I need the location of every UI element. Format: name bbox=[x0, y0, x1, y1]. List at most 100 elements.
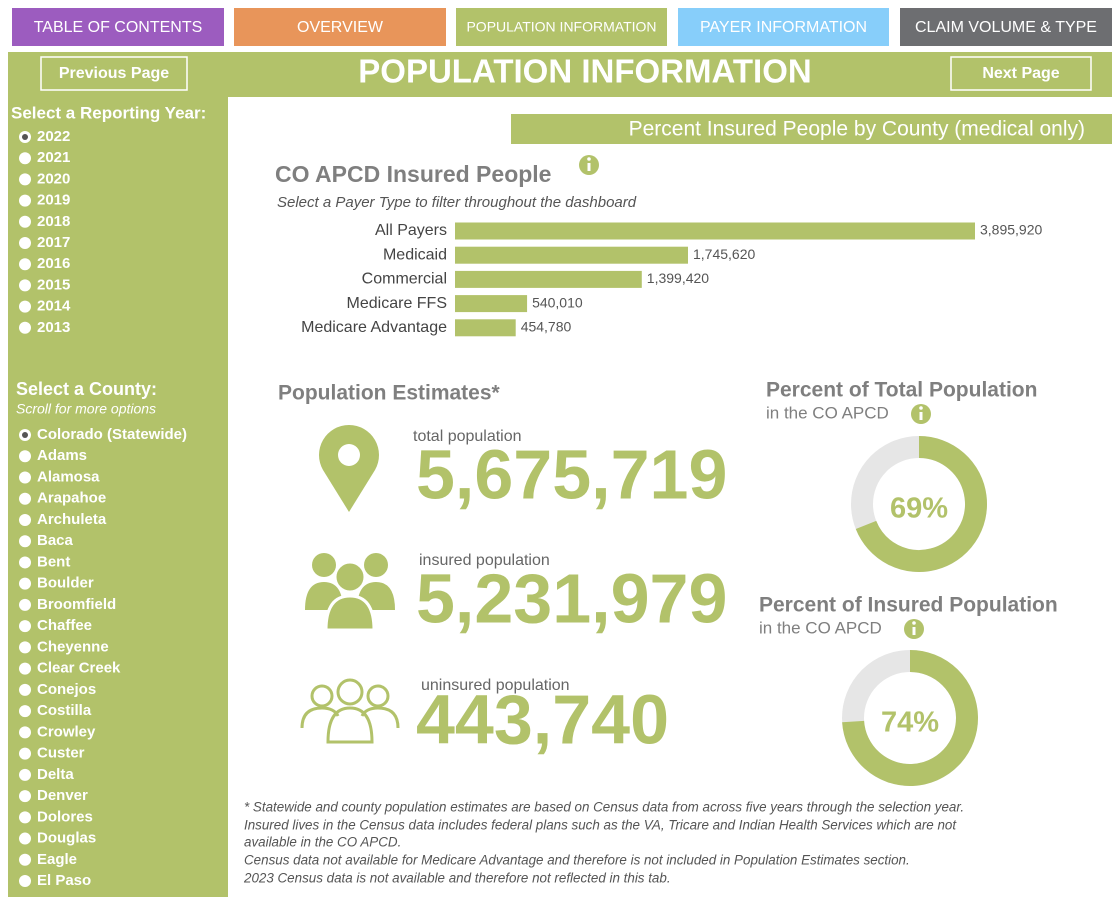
bar[interactable] bbox=[455, 270, 642, 288]
estimates-title: Population Estimates* bbox=[278, 382, 501, 405]
bar-label[interactable]: Medicare FFS bbox=[347, 295, 447, 312]
bar[interactable] bbox=[455, 246, 688, 264]
donut-subtitle: in the CO APCD bbox=[759, 618, 882, 637]
nav-tab[interactable] bbox=[900, 8, 1112, 46]
next-label: Next Page bbox=[982, 65, 1059, 82]
value-label: 1,399,420 bbox=[647, 270, 709, 286]
radio-label: 2014 bbox=[37, 298, 71, 315]
radio-label: Adams bbox=[37, 447, 87, 464]
bar-label[interactable]: Medicaid bbox=[383, 246, 447, 263]
radio[interactable] bbox=[19, 258, 31, 271]
value-label: 3,895,920 bbox=[980, 222, 1042, 238]
value-label: 1,745,620 bbox=[693, 246, 755, 262]
radio-label: Baca bbox=[37, 532, 74, 549]
radio-label: 2021 bbox=[37, 149, 70, 166]
radio[interactable] bbox=[19, 152, 31, 165]
nav-tab[interactable] bbox=[12, 8, 224, 46]
estimate-label: total population bbox=[413, 428, 522, 445]
radio[interactable] bbox=[19, 811, 31, 824]
section-title-bar bbox=[511, 114, 1112, 144]
footnote: * Statewide and county population estima… bbox=[244, 800, 964, 815]
value-label: 540,010 bbox=[532, 294, 583, 310]
bar[interactable] bbox=[455, 295, 528, 313]
radio[interactable] bbox=[19, 471, 31, 484]
radio[interactable] bbox=[19, 556, 31, 569]
footnote: Census data not available for Medicare A… bbox=[244, 853, 910, 868]
previous-button[interactable] bbox=[40, 56, 188, 91]
section-title: Percent Insured People by County (medica… bbox=[629, 118, 1085, 141]
radio[interactable] bbox=[19, 790, 31, 803]
previous-label: Previous Page bbox=[59, 65, 169, 82]
radio[interactable] bbox=[19, 662, 31, 675]
info-icon bbox=[911, 404, 931, 424]
donut-label: 69% bbox=[890, 493, 948, 525]
donut-title: Percent of Insured Population bbox=[759, 594, 1058, 617]
radio-label: Bent bbox=[37, 553, 70, 570]
radio[interactable] bbox=[19, 832, 31, 845]
radio[interactable] bbox=[19, 598, 31, 611]
radio-label: 2016 bbox=[37, 255, 70, 272]
radio-label: Arapahoe bbox=[37, 490, 106, 507]
radio-label: 2022 bbox=[37, 128, 70, 145]
radio[interactable] bbox=[19, 237, 31, 249]
radio[interactable] bbox=[19, 853, 31, 866]
page-title: POPULATION INFORMATION bbox=[358, 53, 811, 90]
bar-label[interactable]: All Payers bbox=[375, 222, 447, 239]
radio[interactable] bbox=[19, 641, 31, 654]
bar[interactable] bbox=[455, 222, 975, 240]
radio[interactable] bbox=[19, 683, 31, 696]
radio[interactable] bbox=[19, 875, 31, 888]
radio-label: Chaffee bbox=[37, 617, 92, 634]
radio-label: Delta bbox=[37, 766, 74, 783]
footnote: available in the CO APCD. bbox=[244, 835, 401, 850]
radio[interactable] bbox=[19, 173, 31, 186]
radio[interactable] bbox=[19, 450, 31, 463]
bar-label[interactable]: Medicare Advantage bbox=[301, 319, 447, 336]
info-icon bbox=[579, 155, 599, 175]
radio-label: Dolores bbox=[37, 808, 93, 825]
radio[interactable] bbox=[19, 321, 31, 334]
radio[interactable] bbox=[19, 215, 31, 228]
estimate-value: 5,231,979 bbox=[416, 559, 727, 637]
radio[interactable] bbox=[19, 705, 31, 718]
radio[interactable] bbox=[19, 194, 31, 207]
donut-label: 74% bbox=[881, 707, 939, 739]
radio-label: Crowley bbox=[37, 723, 96, 740]
county-hint: Scroll for more options bbox=[16, 401, 156, 417]
radio[interactable] bbox=[19, 279, 31, 292]
radio-label: Conejos bbox=[37, 681, 96, 698]
radio[interactable] bbox=[19, 492, 31, 505]
bar-label[interactable]: Commercial bbox=[362, 271, 447, 288]
chart-title: CO APCD Insured People bbox=[275, 161, 551, 187]
nav-tab[interactable] bbox=[234, 8, 446, 46]
radio-label: Eagle bbox=[37, 851, 77, 868]
nav-tab[interactable] bbox=[456, 8, 667, 46]
radio[interactable] bbox=[19, 535, 31, 548]
bar[interactable] bbox=[455, 319, 516, 337]
next-button[interactable] bbox=[950, 56, 1092, 91]
radio-dot bbox=[22, 432, 28, 438]
radio-label: Broomfield bbox=[37, 596, 116, 613]
radio-label: Boulder bbox=[37, 575, 94, 592]
radio[interactable] bbox=[19, 513, 31, 526]
radio-label: Clear Creek bbox=[37, 660, 121, 677]
nav-tab[interactable] bbox=[678, 8, 889, 46]
radio[interactable] bbox=[19, 747, 31, 760]
footnote: Insured lives in the Census data include… bbox=[244, 818, 957, 833]
radio[interactable] bbox=[19, 300, 31, 313]
radio[interactable] bbox=[19, 726, 31, 739]
people-icon bbox=[305, 553, 395, 632]
value-label: 454,780 bbox=[521, 319, 572, 335]
people-outline-icon bbox=[300, 678, 400, 744]
nav-tab-label: PAYER INFORMATION bbox=[700, 19, 867, 36]
radio-label: Alamosa bbox=[37, 468, 100, 485]
radio-label: 2018 bbox=[37, 213, 70, 230]
radio-label: Denver bbox=[37, 787, 88, 804]
radio[interactable] bbox=[19, 768, 31, 781]
estimate-label: uninsured population bbox=[421, 677, 570, 694]
radio[interactable] bbox=[19, 620, 31, 633]
radio[interactable] bbox=[19, 577, 31, 590]
donut-arc bbox=[855, 436, 987, 572]
